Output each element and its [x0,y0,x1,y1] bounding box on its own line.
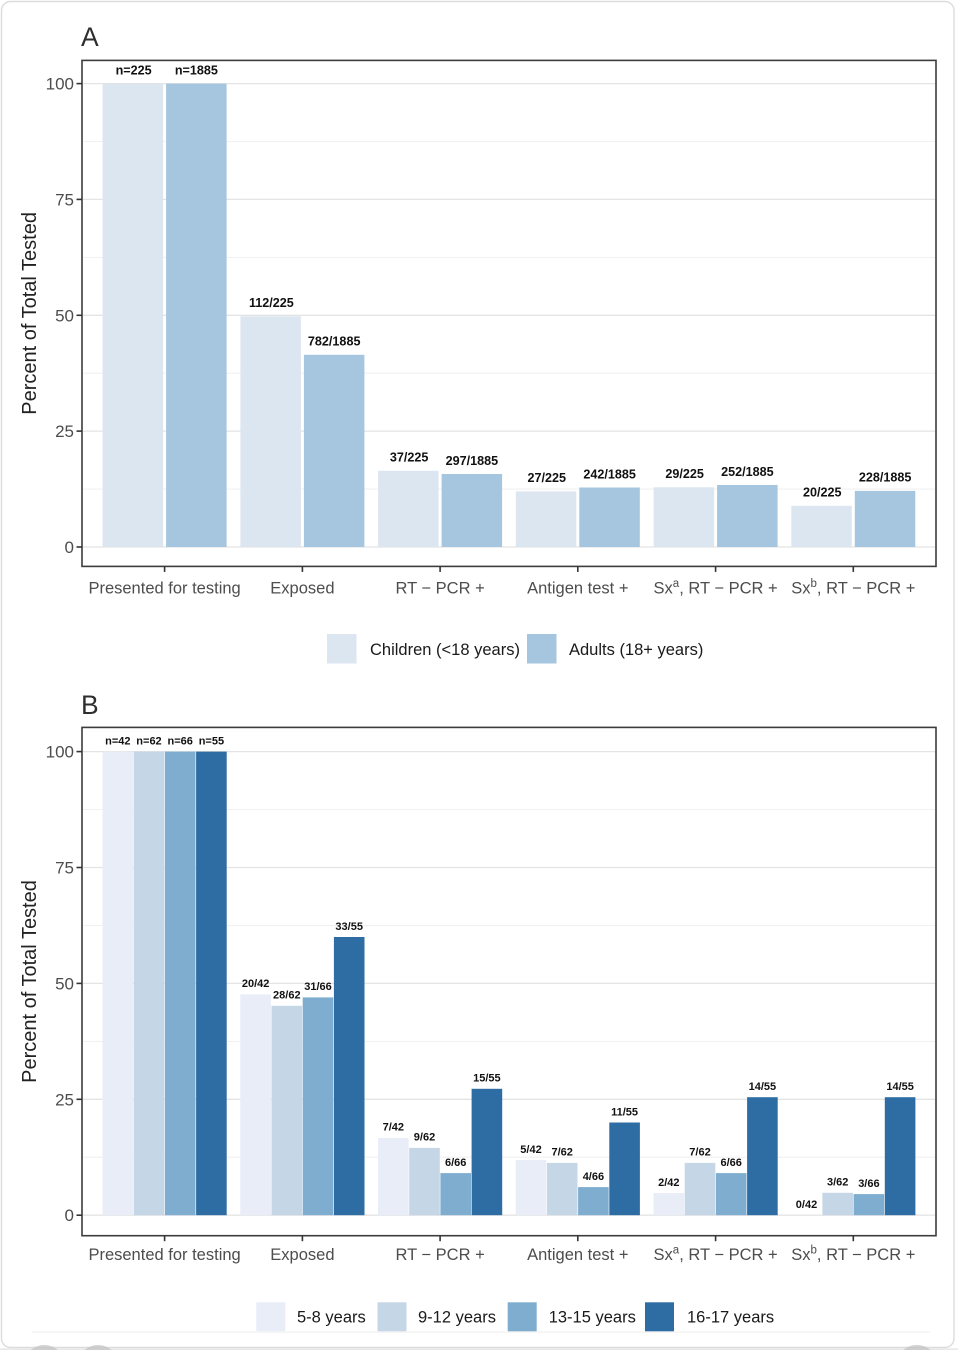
svg-text:Presented for testing: Presented for testing [88,579,240,597]
svg-text:Sxb, RT − PCR +: Sxb, RT − PCR + [791,1245,915,1265]
svg-text:9/62: 9/62 [414,1132,435,1144]
svg-text:Exposed: Exposed [270,579,334,597]
svg-text:RT − PCR +: RT − PCR + [395,579,484,597]
svg-text:Children (<18 years): Children (<18 years) [370,641,520,659]
svg-text:7/62: 7/62 [551,1147,572,1159]
svg-text:16-17 years: 16-17 years [687,1309,774,1327]
svg-text:112/225: 112/225 [249,296,294,310]
svg-text:6/66: 6/66 [445,1157,466,1169]
svg-text:n=225: n=225 [116,63,152,77]
svg-text:14/55: 14/55 [749,1081,777,1093]
svg-text:15/55: 15/55 [473,1073,501,1085]
svg-text:50: 50 [55,306,74,325]
svg-text:5/42: 5/42 [520,1144,541,1156]
svg-text:33/55: 33/55 [335,921,363,933]
svg-text:9-12 years: 9-12 years [418,1309,496,1327]
svg-text:228/1885: 228/1885 [859,471,912,485]
svg-text:75: 75 [55,859,74,878]
svg-text:n=66: n=66 [168,735,193,747]
svg-text:5-8 years: 5-8 years [297,1309,366,1327]
svg-text:Antigen test +: Antigen test + [527,1246,628,1264]
svg-text:14/55: 14/55 [886,1081,914,1093]
svg-text:0: 0 [65,538,74,557]
svg-text:Sxb, RT − PCR +: Sxb, RT − PCR + [791,578,915,598]
svg-text:2/42: 2/42 [658,1177,679,1189]
svg-text:20/225: 20/225 [803,486,842,500]
svg-text:6/66: 6/66 [720,1157,741,1169]
svg-text:13-15 years: 13-15 years [549,1309,636,1327]
svg-text:31/66: 31/66 [304,981,332,993]
svg-text:3/66: 3/66 [858,1178,879,1190]
svg-text:25: 25 [55,422,74,441]
svg-text:7/62: 7/62 [689,1147,710,1159]
svg-text:n=1885: n=1885 [175,63,218,77]
svg-text:Percent of Total Tested: Percent of Total Tested [19,880,41,1083]
svg-text:0: 0 [65,1206,74,1225]
svg-text:7/42: 7/42 [383,1122,404,1134]
svg-text:Antigen test +: Antigen test + [527,579,628,597]
svg-text:B: B [81,690,99,720]
svg-text:Exposed: Exposed [270,1246,334,1264]
svg-text:11/55: 11/55 [611,1106,638,1118]
svg-text:29/225: 29/225 [665,467,704,481]
svg-text:Sxa, RT − PCR +: Sxa, RT − PCR + [654,1245,778,1265]
svg-text:297/1885: 297/1885 [446,454,499,468]
svg-text:20/42: 20/42 [242,978,270,990]
svg-text:25: 25 [55,1090,74,1109]
svg-text:28/62: 28/62 [273,990,301,1002]
svg-text:A: A [81,22,99,52]
svg-text:252/1885: 252/1885 [721,465,774,479]
svg-text:75: 75 [55,190,74,209]
svg-text:n=42: n=42 [105,735,130,747]
svg-text:Adults (18+ years): Adults (18+ years) [569,641,703,659]
svg-text:3/62: 3/62 [827,1177,848,1189]
svg-text:Presented for testing: Presented for testing [88,1246,240,1264]
svg-text:0/42: 0/42 [796,1199,817,1211]
svg-text:RT − PCR +: RT − PCR + [395,1246,484,1264]
svg-text:n=55: n=55 [199,735,224,747]
svg-text:Percent of Total Tested: Percent of Total Tested [19,212,41,415]
svg-text:4/66: 4/66 [583,1171,604,1183]
svg-text:n=62: n=62 [136,735,161,747]
svg-text:100: 100 [46,743,74,762]
svg-text:37/225: 37/225 [390,451,429,465]
svg-text:50: 50 [55,974,74,993]
svg-text:27/225: 27/225 [528,471,567,485]
svg-text:Sxa, RT − PCR +: Sxa, RT − PCR + [654,578,778,598]
svg-text:100: 100 [46,75,74,94]
svg-text:242/1885: 242/1885 [583,467,636,481]
svg-text:782/1885: 782/1885 [308,335,361,349]
